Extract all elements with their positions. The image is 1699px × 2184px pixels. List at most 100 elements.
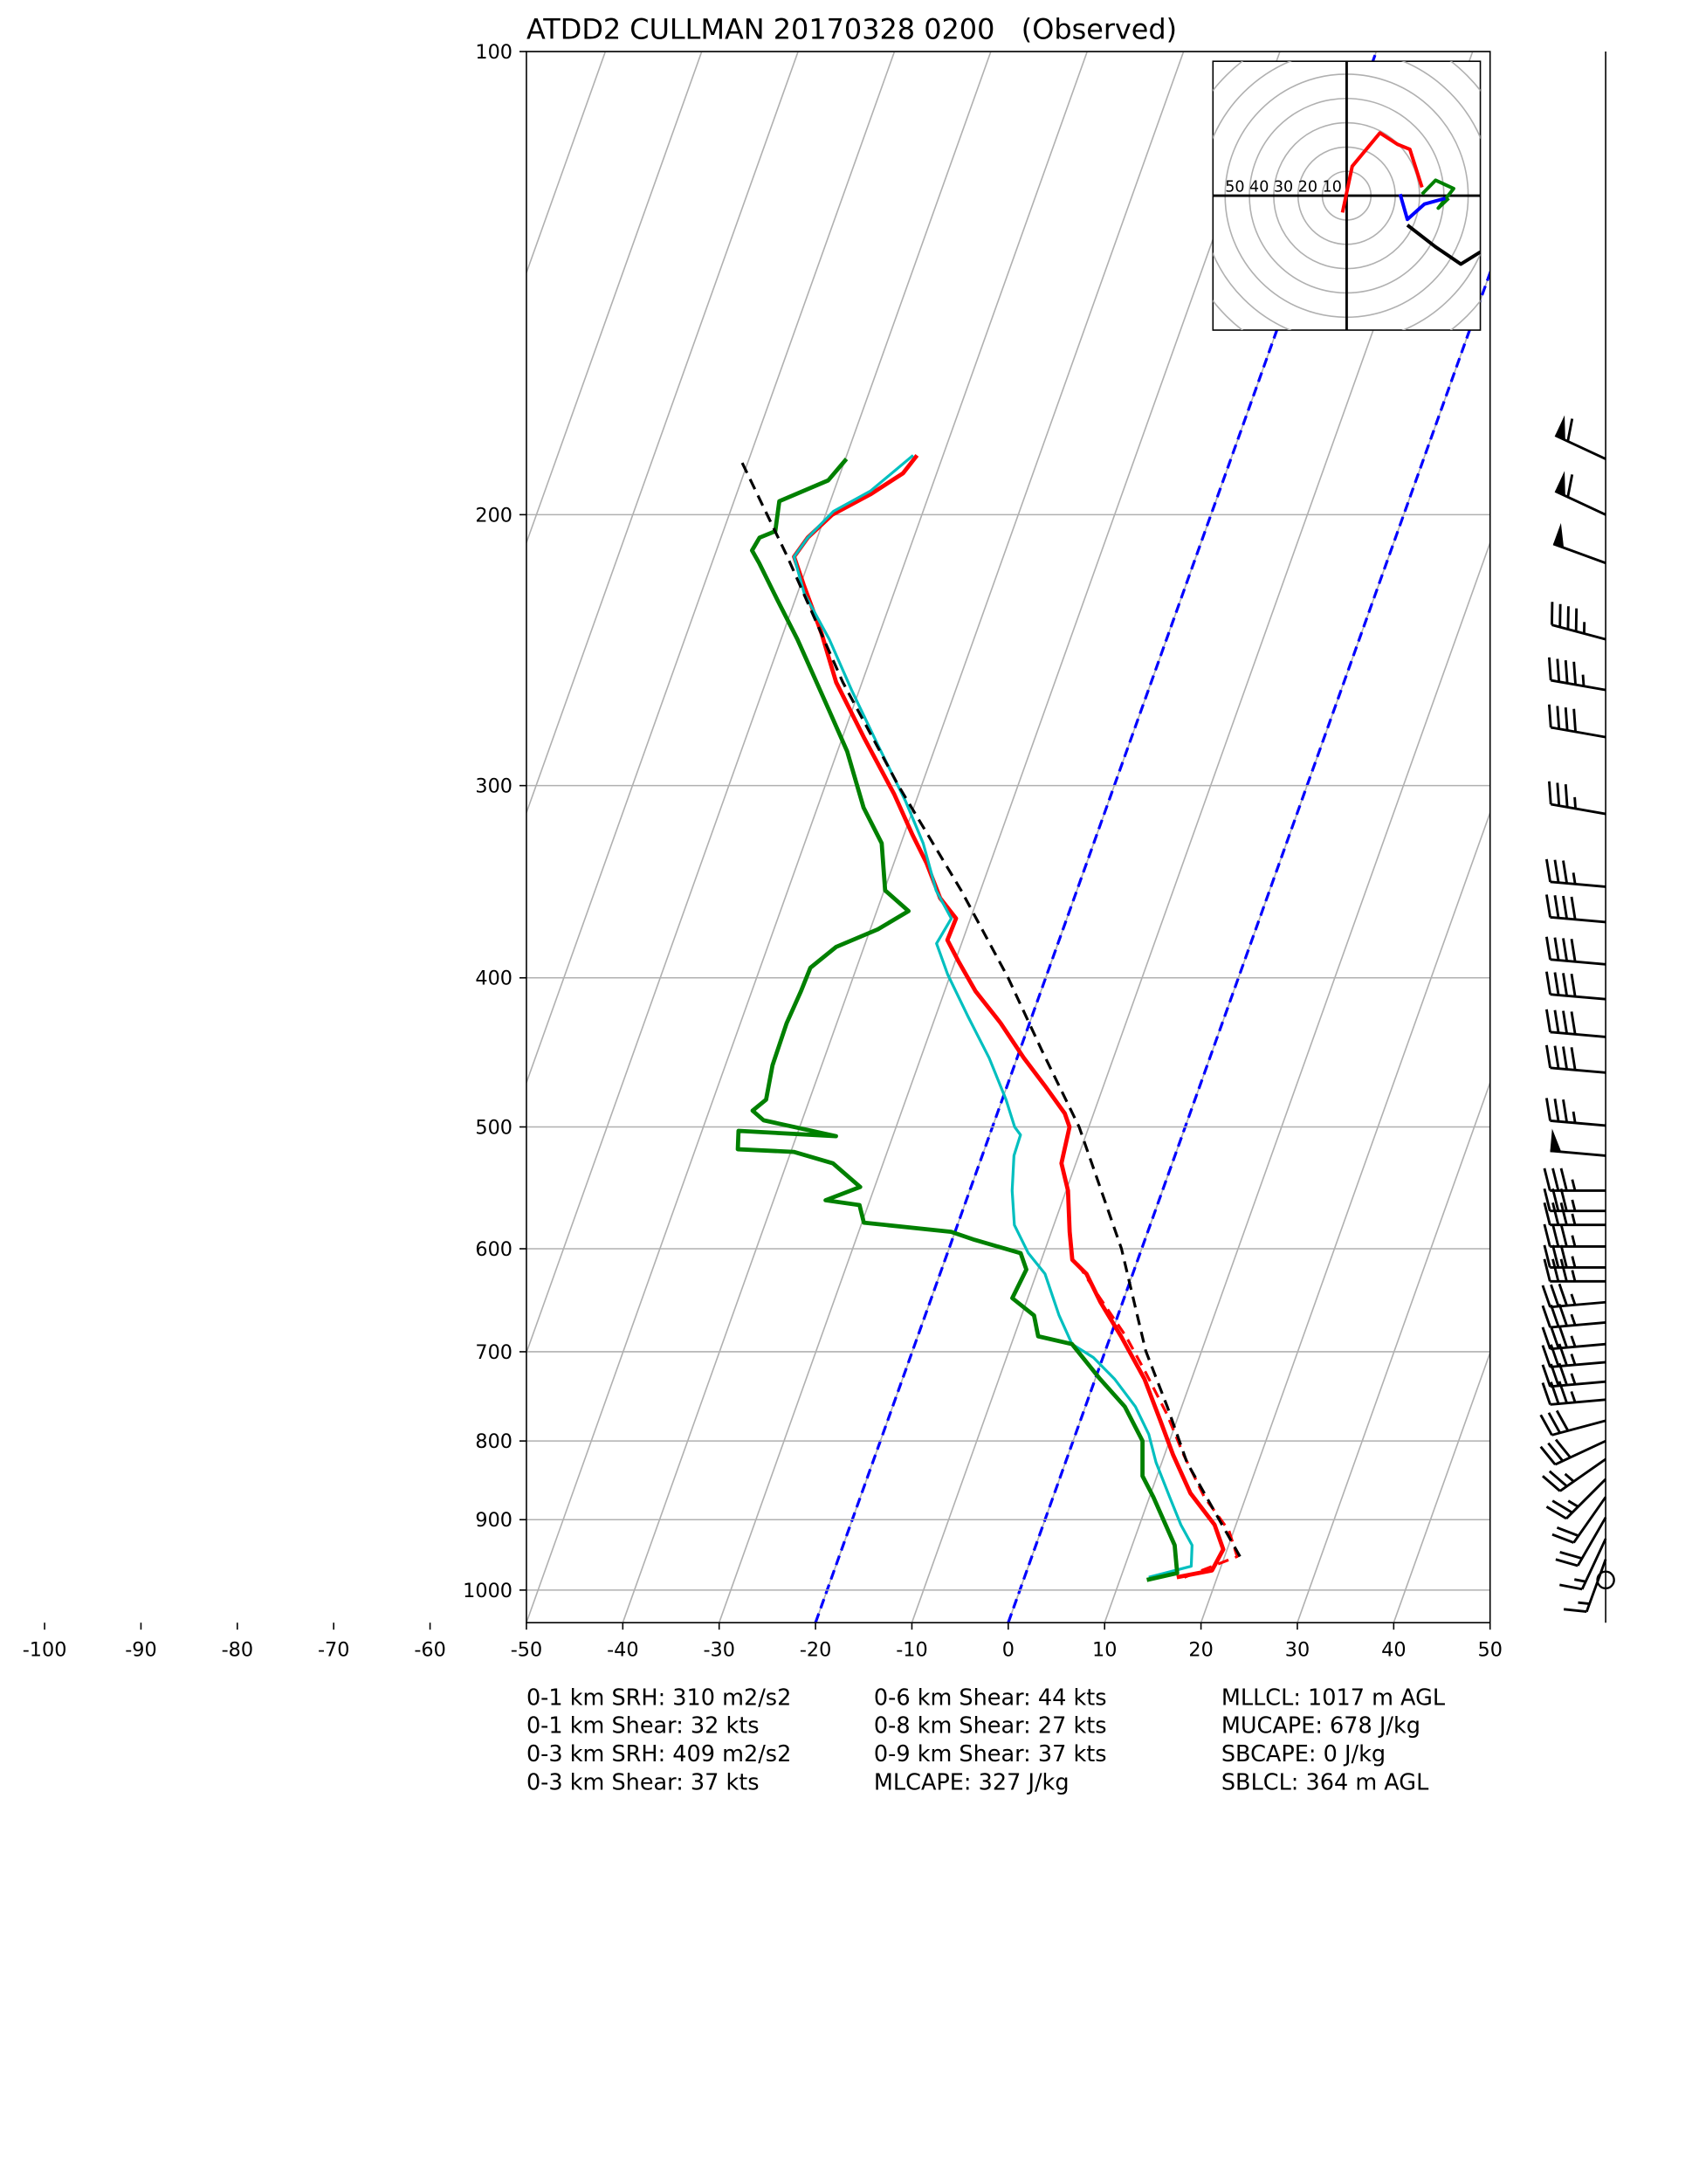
barb-half-feather xyxy=(1570,1354,1577,1366)
barb-half-feather xyxy=(1570,1313,1577,1326)
barb-feather xyxy=(1556,658,1561,682)
barb-feather xyxy=(1541,1345,1551,1368)
wind-barb xyxy=(1563,1559,1607,1614)
barb-half-feather xyxy=(1564,1472,1575,1483)
x-tick-label: 10 xyxy=(1092,1638,1117,1661)
barb-feather xyxy=(1566,418,1574,442)
isotherm xyxy=(526,52,703,545)
profile-line xyxy=(735,458,1180,1582)
isotherm xyxy=(622,52,1185,1623)
barb-feather xyxy=(1553,859,1560,883)
barb-feather xyxy=(1543,1223,1551,1247)
barb-feather xyxy=(1570,973,1577,997)
profile-line xyxy=(792,453,1226,1580)
barb-feather xyxy=(1544,894,1551,918)
barb-pennant xyxy=(1550,1128,1562,1152)
barb-feather xyxy=(1558,1362,1568,1386)
barb-shaft xyxy=(1551,679,1606,692)
barb-half-feather xyxy=(1570,1293,1577,1306)
wind-barb xyxy=(1551,602,1606,641)
stat-text: MUCAPE: 678 J/kg xyxy=(1221,1713,1420,1740)
stat-text: SBCAPE: 0 J/kg xyxy=(1221,1741,1386,1767)
wind-barb xyxy=(1541,1381,1606,1406)
isotherm xyxy=(718,52,1281,1623)
barb-half-feather xyxy=(1571,1213,1577,1226)
profile-layer xyxy=(735,453,1242,1582)
barb-feather xyxy=(1558,1283,1568,1306)
y-tick-label: 600 xyxy=(475,1238,512,1261)
wind-barb xyxy=(1544,858,1606,888)
isotherm xyxy=(1393,1350,1490,1623)
barb-feather xyxy=(1558,1325,1568,1348)
barb-feather xyxy=(1553,937,1560,961)
wind-barb xyxy=(1541,1362,1606,1388)
x-tick-label: -70 xyxy=(318,1638,349,1661)
wind-barb xyxy=(1539,1438,1606,1466)
barb-feather xyxy=(1572,661,1577,686)
hodograph-trace xyxy=(1398,193,1447,222)
wind-barb xyxy=(1544,1098,1606,1127)
wind-barb xyxy=(1547,704,1606,739)
barb-feather xyxy=(1547,781,1552,805)
stat-text: 0-1 km SRH: 310 m2/s2 xyxy=(526,1685,791,1711)
barb-feather xyxy=(1564,707,1569,731)
barb-feather xyxy=(1543,1168,1551,1191)
barb-half-feather xyxy=(1571,1179,1577,1191)
barb-feather xyxy=(1559,1583,1583,1591)
barb-feather xyxy=(1558,1303,1568,1326)
barb-shaft xyxy=(1550,1342,1606,1351)
barb-half-feather xyxy=(1573,1578,1586,1583)
barb-shaft xyxy=(1550,880,1606,888)
barb-shaft xyxy=(1550,1119,1606,1127)
isotherm xyxy=(526,52,1089,1623)
wind-barb xyxy=(1547,781,1606,816)
x-tick-label: -50 xyxy=(511,1638,542,1661)
isotherm xyxy=(526,52,896,1085)
barb-half-feather xyxy=(1578,1601,1590,1606)
hodograph-ring-label: 40 xyxy=(1249,178,1269,196)
barb-feather xyxy=(1547,1442,1565,1462)
barb-feather xyxy=(1548,1470,1568,1488)
stat-text: 0-8 km Shear: 27 kts xyxy=(874,1713,1107,1740)
isotherm xyxy=(1200,810,1490,1623)
barb-feather xyxy=(1562,1099,1569,1123)
wind-barb xyxy=(1550,1128,1606,1157)
x-tick-label: -40 xyxy=(607,1638,638,1661)
barb-feather xyxy=(1559,1551,1583,1560)
barb-feather xyxy=(1551,1258,1560,1282)
barb-feather xyxy=(1543,1258,1551,1282)
stat-text: MLLCL: 1017 m AGL xyxy=(1221,1685,1446,1711)
wind-barb xyxy=(1543,1202,1606,1227)
barb-feather xyxy=(1570,1047,1577,1071)
barb-feather xyxy=(1570,896,1577,920)
barb-feather xyxy=(1559,1244,1568,1268)
barb-feather xyxy=(1551,1168,1560,1191)
wind-barb xyxy=(1543,1168,1606,1192)
barb-shaft xyxy=(1550,1398,1606,1406)
wind-barb xyxy=(1543,1244,1606,1269)
barb-shaft xyxy=(1550,1066,1606,1074)
profile-line xyxy=(792,454,1193,1579)
wind-barb xyxy=(1543,1223,1606,1248)
barb-feather xyxy=(1559,1188,1568,1212)
barb-half-feather xyxy=(1570,1390,1577,1403)
y-tick-label: 400 xyxy=(475,968,512,990)
barb-layer xyxy=(1539,415,1615,1614)
barb-feather xyxy=(1550,1304,1560,1327)
barb-feather xyxy=(1541,1382,1551,1405)
y-tick-label: 900 xyxy=(475,1509,512,1532)
barb-feather xyxy=(1553,972,1560,996)
wind-barb xyxy=(1552,522,1606,565)
barb-shaft xyxy=(1550,915,1606,924)
barb-feather xyxy=(1563,1608,1587,1614)
x-tick-label: 20 xyxy=(1188,1638,1213,1661)
x-tick-label: -60 xyxy=(414,1638,445,1661)
barb-half-feather xyxy=(1567,1499,1579,1508)
y-tick-label: 300 xyxy=(475,775,512,798)
barb-feather xyxy=(1539,1414,1553,1436)
barb-feather xyxy=(1553,1099,1560,1122)
barb-feather xyxy=(1559,1258,1568,1282)
stat-text: 0-6 km Shear: 44 kts xyxy=(874,1685,1107,1711)
wind-barb xyxy=(1559,1538,1607,1591)
